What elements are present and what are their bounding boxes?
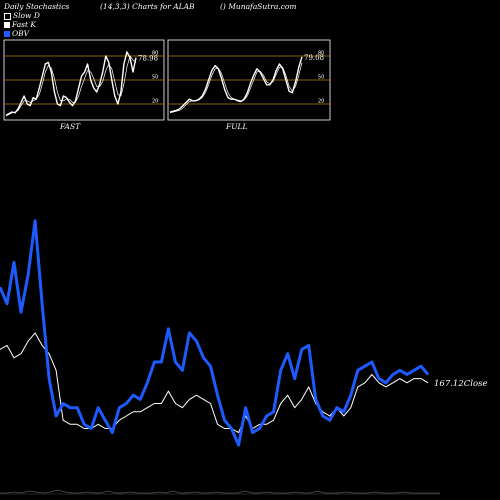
series-obv (0, 219, 430, 447)
legend-swatch-slow-d (4, 12, 11, 20)
chart-title: Daily Stochastics (4, 2, 70, 11)
full-panel-title: FULL (225, 122, 248, 131)
full-level-label-80: 80 (318, 51, 324, 57)
fast-level-label-20: 20 (152, 99, 158, 105)
legend-slow-d: Slow D (4, 11, 40, 20)
full-last-value: 79.08 (304, 54, 324, 62)
volume-strip (0, 489, 440, 494)
legend-label-obv: OBV (12, 29, 30, 38)
legend-label-slow-d: Slow D (13, 11, 40, 20)
site-credit: () MunafaSutra.com (220, 2, 297, 11)
legend-label-fast-k: Fast K (12, 20, 37, 29)
full-level-label-50: 50 (318, 75, 324, 81)
fast-panel-title: FAST (59, 122, 81, 131)
legend-fast-k: Fast K (4, 20, 36, 29)
full-level-label-20: 20 (318, 99, 324, 105)
series-close (0, 332, 429, 434)
legend-obv: OBV (4, 29, 29, 38)
legend-swatch-fast-k (4, 22, 10, 28)
close-last-value: 167.12Close (434, 379, 487, 389)
chart-params: (14,3,3) Charts for ALAB (100, 2, 195, 11)
fast-series-slow-d (5, 55, 137, 117)
legend-swatch-obv (4, 31, 10, 37)
fast-last-value: 78.98 (138, 55, 158, 63)
fast-series-fast-k (5, 51, 137, 116)
full-series-full-k (169, 56, 303, 113)
fast-level-label-50: 50 (152, 75, 158, 81)
fast-level-label-80: 80 (152, 51, 158, 57)
